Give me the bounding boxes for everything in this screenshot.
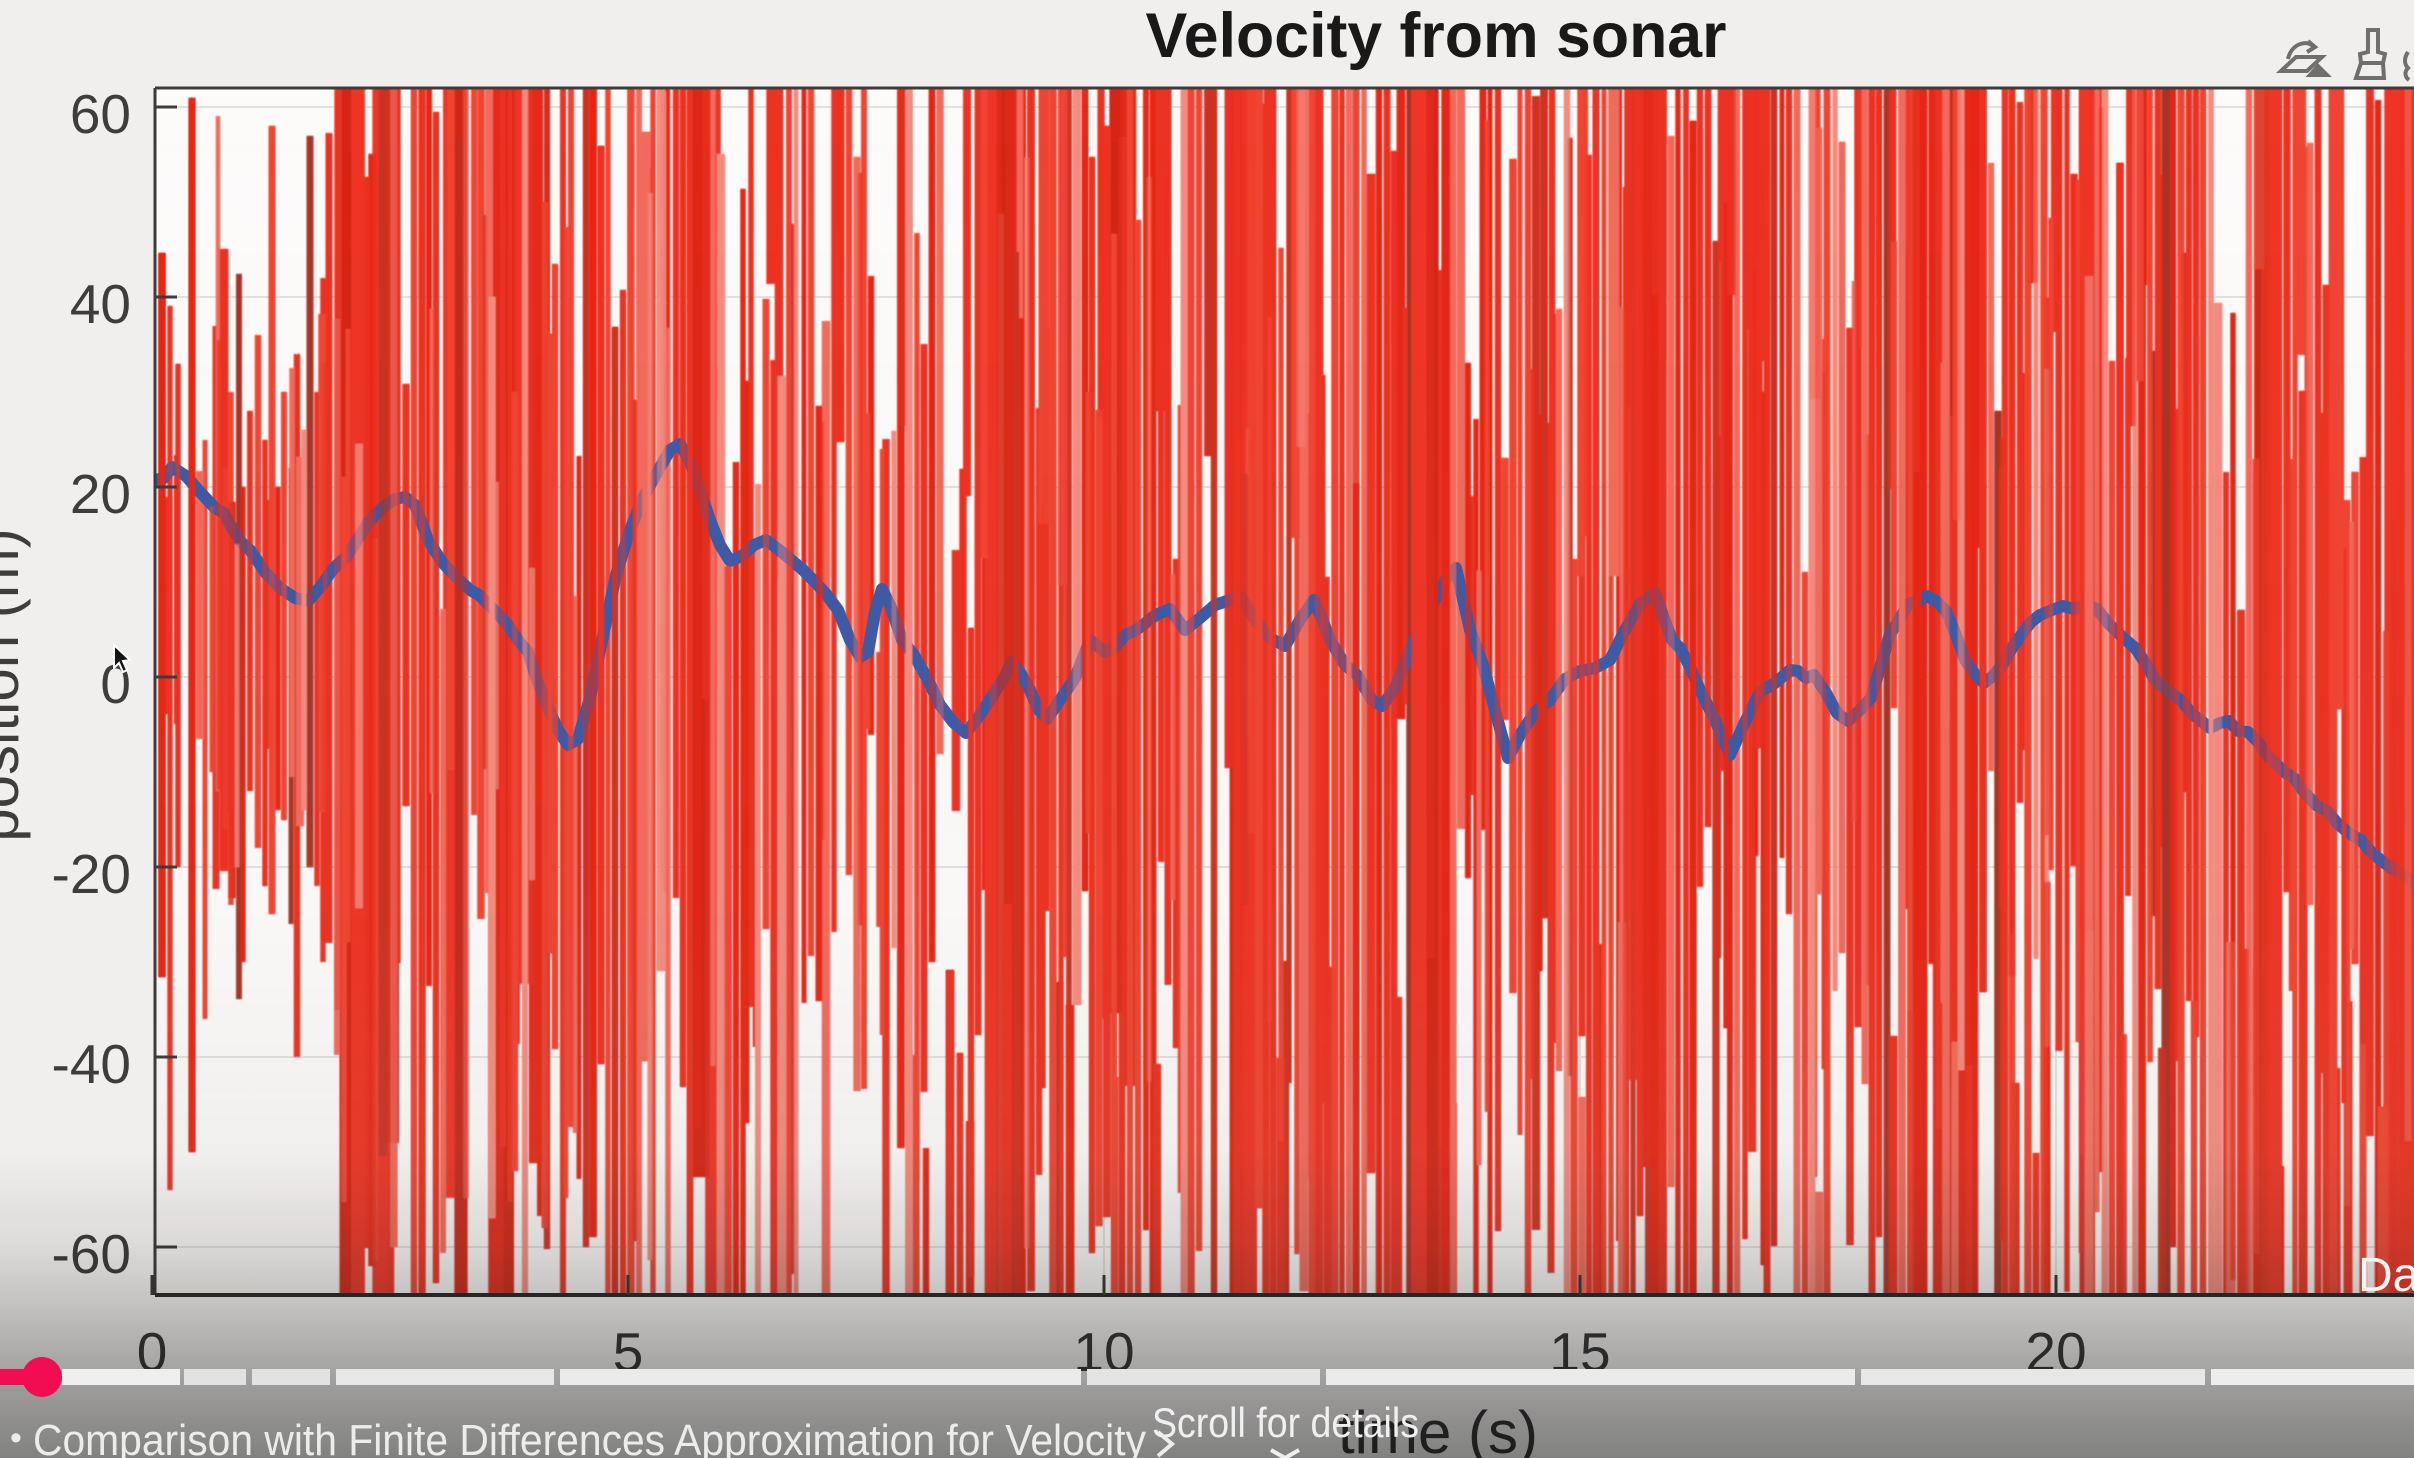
- svg-text:Comparison with Finite Differe: Comparison with Finite Differences Appro…: [33, 1416, 1146, 1458]
- svg-text:60: 60: [70, 83, 131, 145]
- svg-text:position (m): position (m): [0, 528, 31, 841]
- svg-text:Scroll for details: Scroll for details: [1152, 1399, 1419, 1446]
- svg-text:20: 20: [70, 463, 131, 525]
- svg-text:40: 40: [70, 273, 131, 335]
- svg-text:Velocity from sonar: Velocity from sonar: [1146, 1, 1727, 71]
- svg-text:-40: -40: [52, 1033, 132, 1095]
- svg-text:•: •: [10, 1419, 22, 1457]
- svg-text:Dat: Dat: [2358, 1249, 2414, 1302]
- svg-text:-20: -20: [52, 843, 132, 905]
